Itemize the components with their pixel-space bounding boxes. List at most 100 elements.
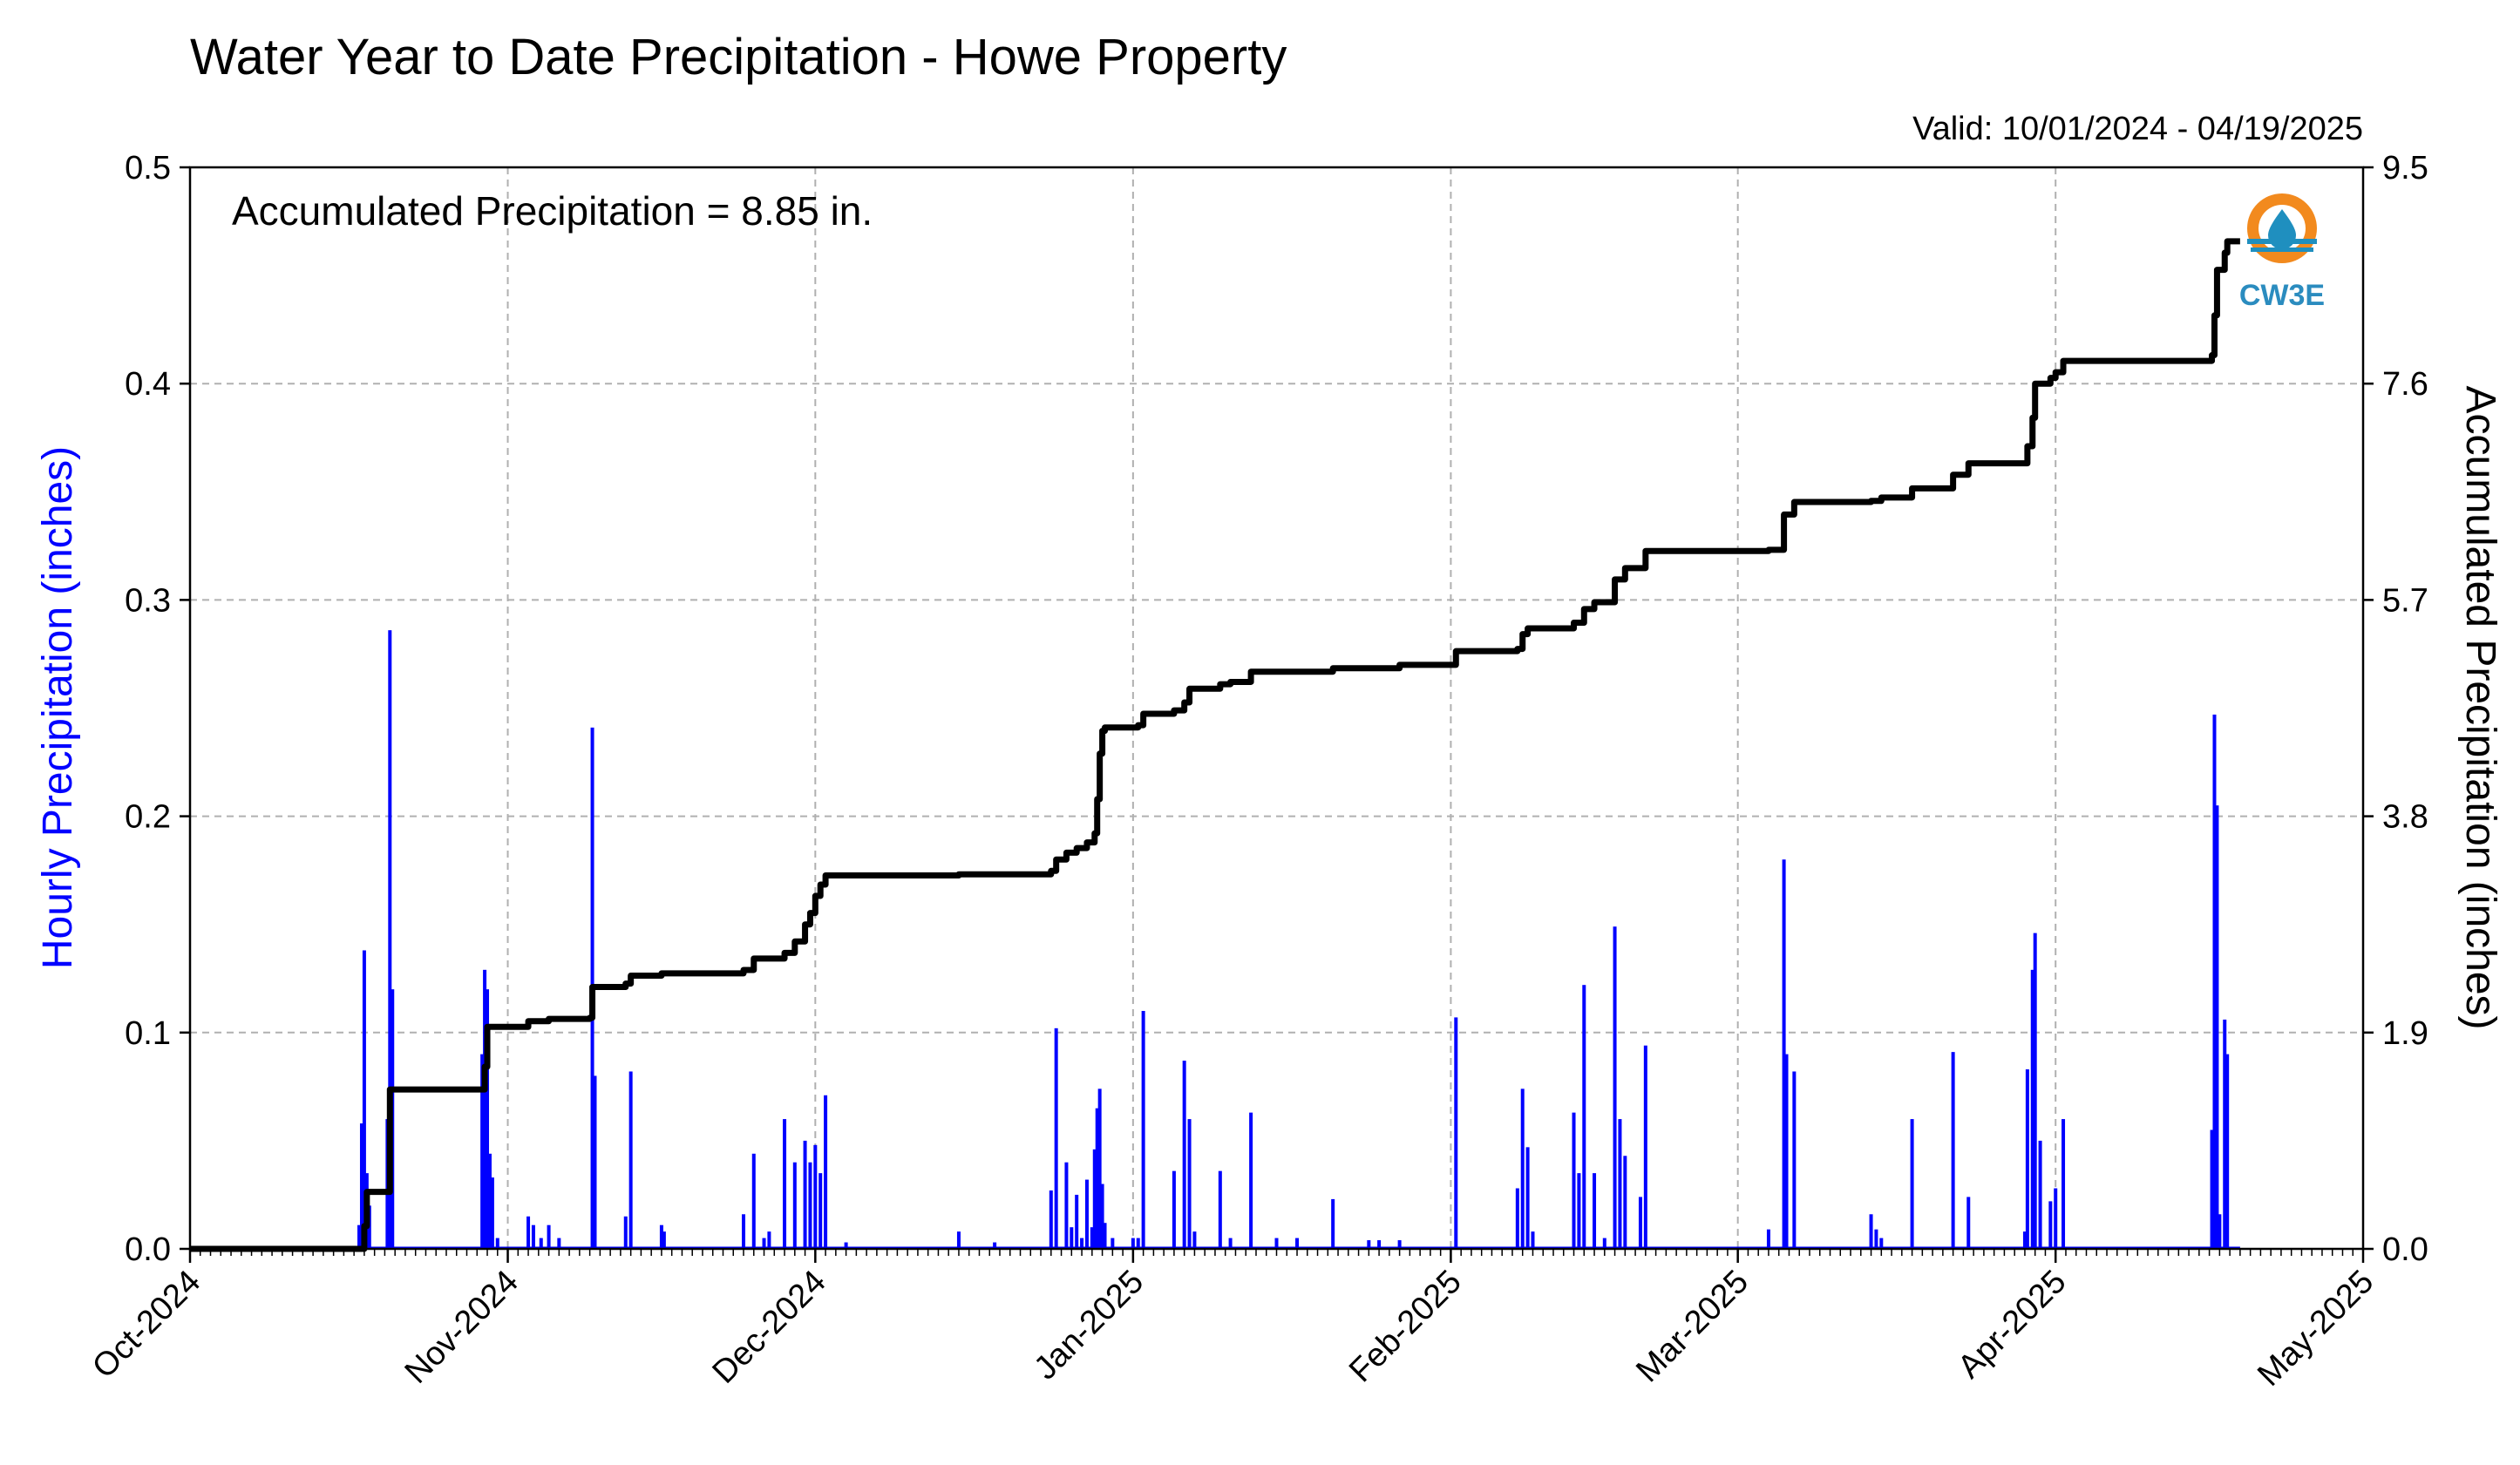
hourly-bar xyxy=(490,1177,494,1249)
hourly-bar xyxy=(824,1095,828,1249)
hourly-bar xyxy=(388,630,392,1249)
hourly-bar xyxy=(783,1119,787,1249)
hourly-bar xyxy=(1192,1231,1197,1249)
hourly-bar xyxy=(1070,1227,1074,1249)
logo-text: CW3E xyxy=(2239,279,2325,312)
hourly-bar xyxy=(1095,1108,1099,1249)
hourly-bar xyxy=(1910,1119,1914,1249)
hourly-bar xyxy=(526,1216,531,1249)
hourly-bar xyxy=(362,950,366,1249)
hourly-bar xyxy=(557,1238,561,1249)
y2-tick-label: 5.7 xyxy=(2382,582,2428,619)
hourly-bar xyxy=(1782,859,1786,1249)
hourly-bar xyxy=(956,1231,961,1249)
hourly-bar xyxy=(1618,1119,1622,1249)
hourly-bar xyxy=(742,1214,746,1249)
hourly-bar xyxy=(2030,969,2034,1249)
hourly-bar xyxy=(1577,1173,1581,1249)
y-axis-left: 0.0 0.1 0.2 0.3 0.4 0.5 xyxy=(125,150,190,1268)
hourly-bar xyxy=(1331,1198,1335,1249)
hourly-bar xyxy=(803,1140,807,1249)
x-tick-label: Feb-2025 xyxy=(1342,1264,1469,1390)
hourly-bar xyxy=(1131,1238,1135,1249)
y-tick-label: 0.3 xyxy=(125,582,171,619)
plot-frame xyxy=(188,166,2365,1251)
y2-tick-label: 0.0 xyxy=(2382,1231,2428,1268)
x-tick-label: Jan-2025 xyxy=(1027,1264,1151,1387)
hourly-bar xyxy=(1520,1089,1525,1249)
hourly-bar xyxy=(1572,1112,1576,1249)
cw3e-logo: CW3E xyxy=(2239,193,2325,312)
hourly-bar xyxy=(1182,1061,1186,1249)
accumulated-line-group xyxy=(190,238,2240,1252)
hourly-bar xyxy=(539,1238,543,1249)
hourly-bar xyxy=(2022,1231,2027,1249)
accumulated-annotation: Accumulated Precipitation = 8.85 in. xyxy=(232,188,873,234)
hourly-bar xyxy=(1531,1231,1535,1249)
hourly-bar xyxy=(531,1224,535,1249)
y-tick-label: 0.2 xyxy=(125,799,171,836)
y2-tick-label: 1.9 xyxy=(2382,1015,2428,1052)
hourly-bar xyxy=(1966,1197,1971,1249)
hourly-bar xyxy=(2218,1214,2222,1249)
hourly-bar xyxy=(593,1075,597,1249)
y-tick-label: 0.4 xyxy=(125,366,171,403)
logo-wave-icon-2 xyxy=(2251,248,2313,252)
y-tick-label: 0.5 xyxy=(125,150,171,187)
hourly-bar xyxy=(1103,1223,1107,1249)
hourly-bar xyxy=(1377,1240,1382,1249)
valid-range: Valid: 10/01/2024 - 04/19/2025 xyxy=(1912,111,2363,147)
hourly-bar xyxy=(1097,1089,1102,1249)
hourly-bar xyxy=(762,1238,766,1249)
hourly-bar xyxy=(792,1162,797,1249)
hourly-bar xyxy=(1602,1238,1606,1249)
hourly-bar xyxy=(547,1224,551,1249)
y-axis-right: 0.0 1.9 3.8 5.7 7.6 9.5 xyxy=(2363,150,2428,1268)
grid xyxy=(190,167,2363,1249)
hourly-bar xyxy=(1084,1179,1089,1249)
hourly-bar xyxy=(1080,1238,1084,1249)
hourly-bar xyxy=(808,1162,812,1249)
hourly-bar xyxy=(1874,1229,1878,1249)
y-tick-label: 0.0 xyxy=(125,1231,171,1268)
hourly-bar xyxy=(495,1238,499,1249)
hourly-bar xyxy=(751,1153,756,1249)
hourly-bar xyxy=(767,1231,771,1249)
y2-tick-label: 7.6 xyxy=(2382,366,2428,403)
y-axis-label: Hourly Precipitation (inches) xyxy=(35,446,81,969)
hourly-bar xyxy=(2225,1054,2230,1249)
hourly-bar xyxy=(357,1224,362,1249)
hourly-bar xyxy=(2038,1140,2042,1249)
hourly-bar xyxy=(1525,1147,1530,1249)
x-tick-label: Oct-2024 xyxy=(85,1264,207,1386)
hourly-bar xyxy=(1054,1028,1058,1249)
hourly-bar xyxy=(1869,1214,1873,1249)
hourly-bar xyxy=(1515,1188,1519,1249)
hourly-bar xyxy=(813,1144,818,1249)
hourly-bar xyxy=(1187,1119,1192,1249)
hourly-bar xyxy=(844,1242,848,1249)
hourly-bar xyxy=(1092,1149,1097,1249)
hourly-bar xyxy=(1295,1238,1300,1249)
hourly-bar xyxy=(818,1173,823,1249)
hourly-bar xyxy=(2025,1068,2029,1249)
hourly-bar xyxy=(1172,1170,1176,1249)
x-tick-label: Nov-2024 xyxy=(398,1264,526,1391)
hourly-bar xyxy=(1951,1052,1955,1249)
hourly-bar xyxy=(2215,805,2219,1249)
hourly-bar xyxy=(1879,1238,1884,1249)
hourly-bar xyxy=(1397,1240,1402,1249)
hourly-bar xyxy=(662,1231,666,1249)
hourly-bar xyxy=(1111,1238,1115,1249)
hourly-bar xyxy=(2210,1129,2214,1249)
x-tick-label: Dec-2024 xyxy=(705,1264,832,1391)
accumulated-line xyxy=(190,238,2240,1252)
x-tick-label: Apr-2025 xyxy=(1951,1264,2073,1386)
hourly-bar xyxy=(2033,933,2037,1249)
hourly-bar xyxy=(1249,1112,1253,1249)
hourly-bar xyxy=(1136,1238,1140,1249)
hourly-bar xyxy=(1582,985,1586,1249)
hourly-bar xyxy=(1454,1017,1458,1249)
hourly-bar xyxy=(1623,1156,1627,1249)
hourly-bar xyxy=(628,1071,633,1249)
